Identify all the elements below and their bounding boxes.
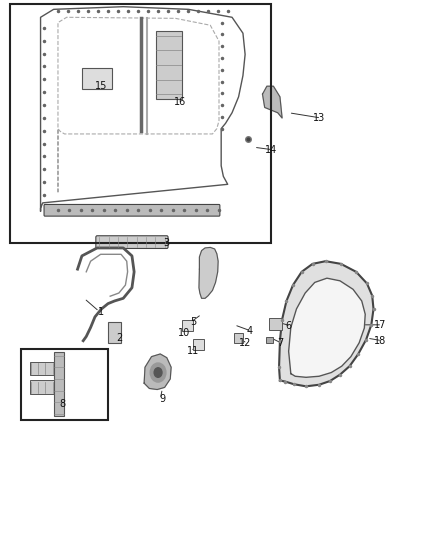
Bar — [21, 349, 108, 420]
Text: 1: 1 — [99, 306, 105, 317]
Bar — [10, 4, 271, 243]
Text: 7: 7 — [277, 338, 283, 349]
Bar — [193, 338, 204, 350]
Bar — [30, 362, 53, 375]
Text: 2: 2 — [116, 333, 122, 343]
Text: 8: 8 — [59, 399, 65, 409]
Bar — [108, 322, 121, 343]
Text: 4: 4 — [247, 326, 253, 336]
Polygon shape — [199, 247, 218, 298]
Text: 14: 14 — [265, 145, 277, 155]
Bar — [82, 68, 113, 89]
Text: 18: 18 — [374, 336, 386, 346]
FancyBboxPatch shape — [44, 205, 220, 216]
Bar — [182, 319, 193, 331]
Text: 5: 5 — [190, 317, 196, 327]
Text: 13: 13 — [313, 113, 325, 123]
Text: 11: 11 — [187, 346, 199, 357]
Bar — [269, 318, 282, 330]
Text: 6: 6 — [286, 321, 292, 331]
Text: 17: 17 — [374, 320, 386, 330]
Circle shape — [150, 363, 166, 382]
FancyBboxPatch shape — [96, 236, 168, 248]
Text: 10: 10 — [178, 328, 190, 338]
Bar — [234, 333, 243, 343]
Polygon shape — [144, 354, 171, 390]
Bar — [53, 352, 64, 416]
Text: 15: 15 — [95, 81, 108, 91]
Text: 12: 12 — [239, 338, 251, 349]
Text: 3: 3 — [164, 238, 170, 248]
Text: 9: 9 — [159, 394, 166, 404]
Bar — [30, 381, 53, 394]
Bar — [266, 337, 272, 343]
Text: 16: 16 — [174, 97, 186, 107]
Circle shape — [154, 368, 162, 377]
Bar — [156, 30, 182, 100]
Polygon shape — [289, 278, 365, 377]
Polygon shape — [262, 86, 282, 118]
Polygon shape — [279, 261, 374, 386]
